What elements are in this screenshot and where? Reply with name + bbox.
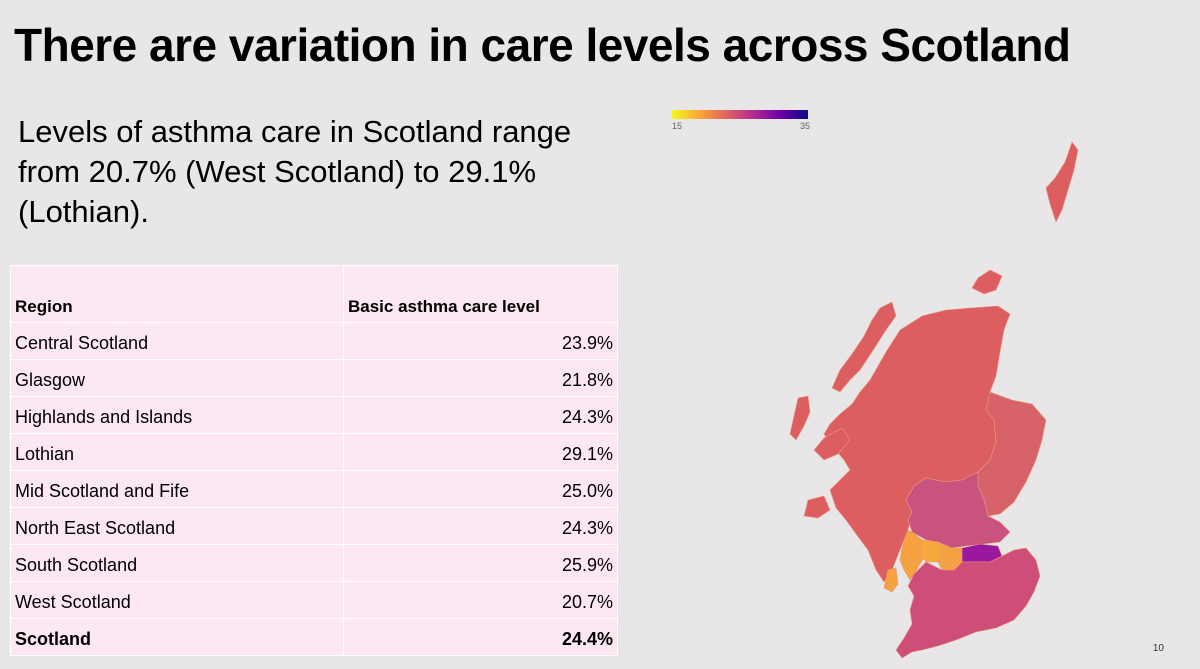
map-region-hebrides-south: [789, 395, 811, 441]
map-region-south: [895, 547, 1041, 659]
map-region-arran: [883, 567, 899, 593]
row-value: 29.1%: [343, 433, 618, 471]
row-region: Central Scotland: [10, 322, 344, 360]
row-region: South Scotland: [10, 544, 344, 582]
table-row: West Scotland 20.7%: [10, 581, 618, 619]
map-region-shetland: [1045, 141, 1079, 223]
row-value: 25.9%: [343, 544, 618, 582]
row-region: Mid Scotland and Fife: [10, 470, 344, 508]
row-region: North East Scotland: [10, 507, 344, 545]
legend-max-label: 35: [799, 121, 810, 131]
color-scale-bar: [672, 110, 808, 119]
row-value: 23.9%: [343, 322, 618, 360]
table-row: Central Scotland 23.9%: [10, 322, 618, 360]
table-header-row: Region Basic asthma care level: [10, 265, 618, 323]
map-region-north-east: [977, 391, 1047, 517]
table-row: South Scotland 25.9%: [10, 544, 618, 582]
row-value: 25.0%: [343, 470, 618, 508]
table-row: Lothian 29.1%: [10, 433, 618, 471]
header-care-level: Basic asthma care level: [343, 265, 618, 323]
table-total-row: Scotland 24.4%: [10, 618, 618, 656]
row-region: West Scotland: [10, 581, 344, 619]
table-row: North East Scotland 24.3%: [10, 507, 618, 545]
table-row: Glasgow 21.8%: [10, 359, 618, 397]
row-region: Lothian: [10, 433, 344, 471]
legend-min-label: 15: [672, 121, 683, 131]
total-value: 24.4%: [343, 618, 618, 656]
total-region: Scotland: [10, 618, 344, 656]
scotland-choropleth-map: [789, 141, 1079, 659]
map-region-highlands: [823, 305, 1011, 583]
map-region-orkney: [971, 269, 1003, 295]
map-region-skye: [813, 427, 851, 461]
map-region-mid-fife: [905, 471, 1011, 549]
row-value: 24.3%: [343, 507, 618, 545]
color-scale-legend: 15 35: [672, 110, 810, 140]
map-region-outer-hebrides: [831, 301, 897, 393]
row-value: 24.3%: [343, 396, 618, 434]
table-row: Mid Scotland and Fife 25.0%: [10, 470, 618, 508]
slide-title: There are variation in care levels acros…: [14, 19, 1071, 71]
row-region: Highlands and Islands: [10, 396, 344, 434]
summary-text: Levels of asthma care in Scotland range …: [18, 114, 572, 229]
map-region-mull: [803, 495, 831, 519]
table-row: Highlands and Islands 24.3%: [10, 396, 618, 434]
care-level-table: Region Basic asthma care level Central S…: [10, 265, 618, 656]
row-value: 21.8%: [343, 359, 618, 397]
row-value: 20.7%: [343, 581, 618, 619]
page-number: 10: [1152, 643, 1164, 654]
row-region: Glasgow: [10, 359, 344, 397]
header-region: Region: [10, 265, 344, 323]
